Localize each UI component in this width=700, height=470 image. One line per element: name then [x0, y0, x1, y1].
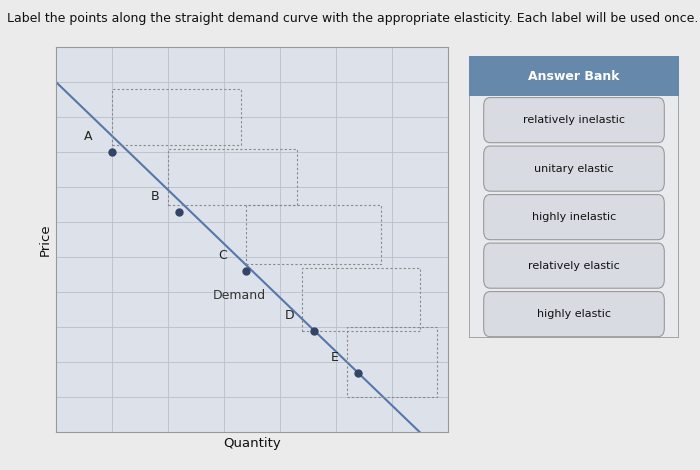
Bar	[469, 56, 679, 96]
Text: highly elastic: highly elastic	[537, 309, 611, 319]
Text: Demand: Demand	[213, 289, 266, 302]
Bar	[302, 268, 420, 331]
FancyBboxPatch shape	[484, 291, 664, 337]
Text: D: D	[284, 309, 294, 322]
FancyBboxPatch shape	[484, 243, 664, 288]
Text: A: A	[84, 130, 92, 143]
Text: unitary elastic: unitary elastic	[534, 164, 614, 173]
Text: C: C	[218, 250, 227, 262]
Text: E: E	[331, 351, 339, 364]
FancyBboxPatch shape	[484, 98, 664, 143]
Text: Answer Bank: Answer Bank	[528, 70, 620, 83]
Bar	[112, 89, 241, 145]
FancyBboxPatch shape	[484, 146, 664, 191]
X-axis label: Quantity: Quantity	[223, 437, 281, 450]
Bar	[168, 149, 297, 204]
Bar	[347, 327, 437, 397]
Text: relatively elastic: relatively elastic	[528, 261, 620, 271]
Text: relatively inelastic: relatively inelastic	[523, 115, 625, 125]
FancyBboxPatch shape	[484, 195, 664, 240]
Text: Label the points along the straight demand curve with the appropriate elasticity: Label the points along the straight dema…	[7, 12, 699, 25]
Text: highly inelastic: highly inelastic	[532, 212, 616, 222]
Text: B: B	[151, 190, 160, 203]
Y-axis label: Price: Price	[38, 223, 52, 256]
Bar	[246, 204, 381, 264]
